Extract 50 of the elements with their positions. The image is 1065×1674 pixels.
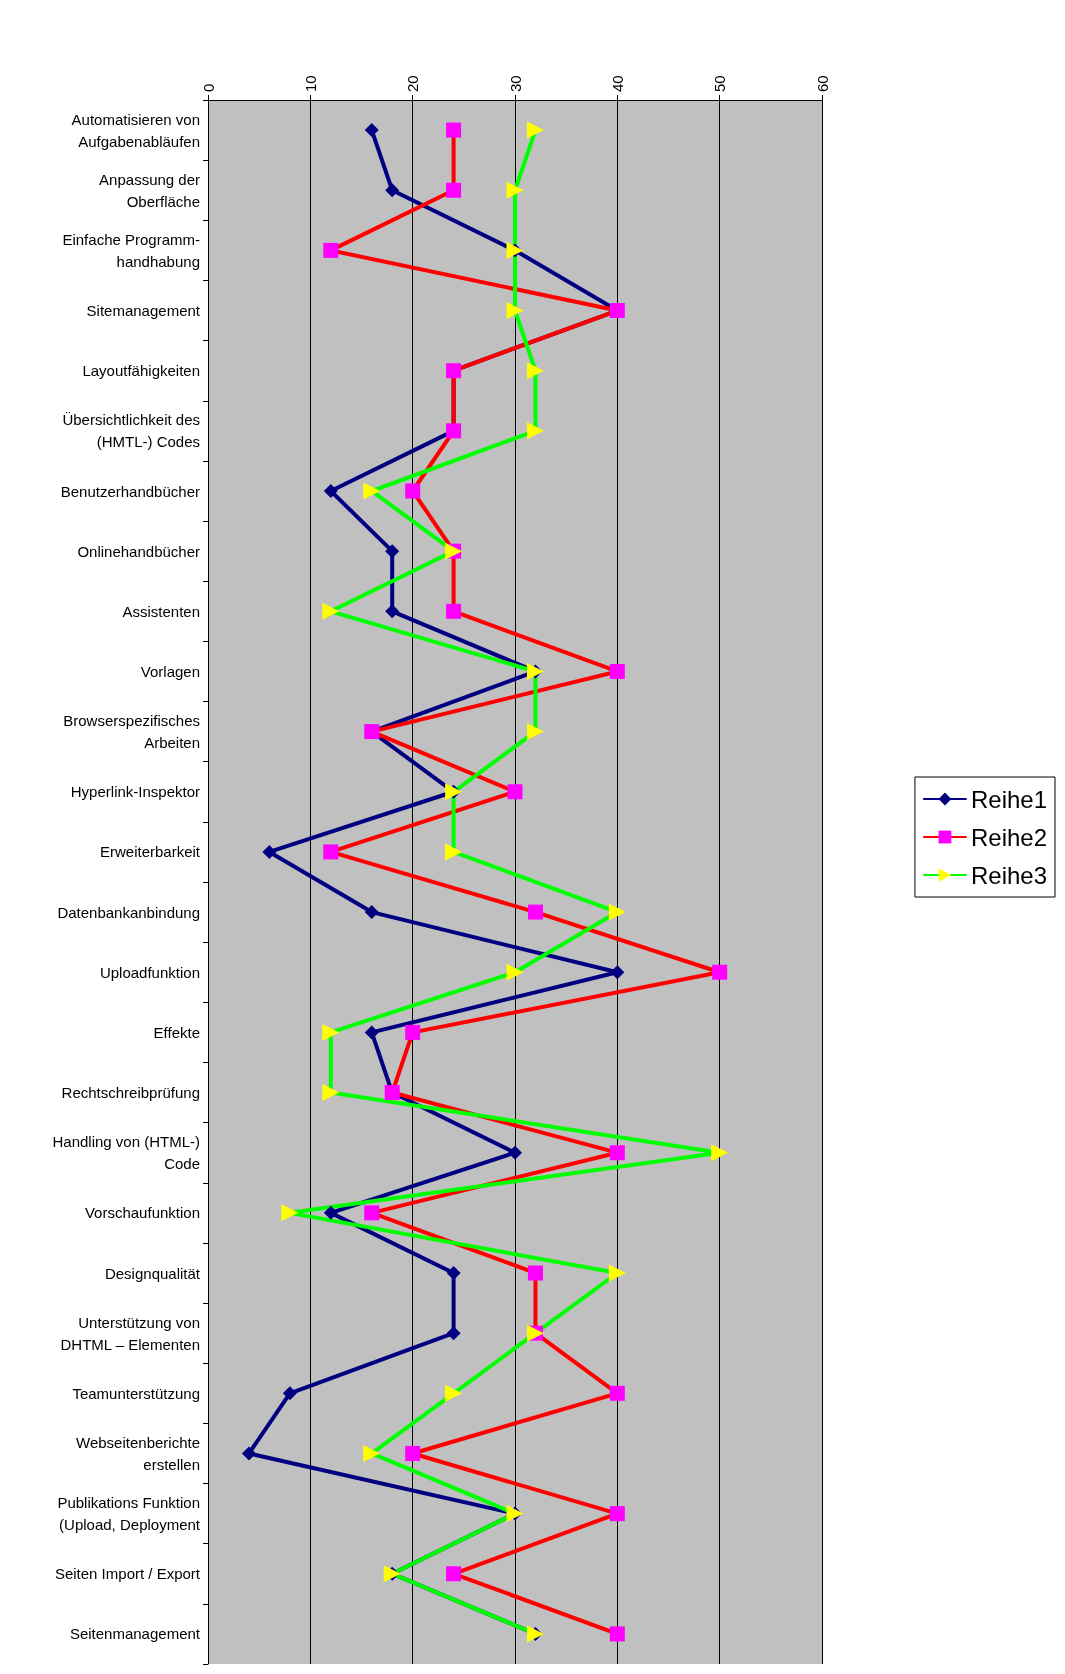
y-tick-label: Vorschaufunktion xyxy=(84,1204,200,1222)
x-tick-label: 40 xyxy=(608,75,626,92)
point xyxy=(262,844,277,859)
y-tick-label: Hyperlink-Inspektor xyxy=(70,783,200,801)
legend-label: Reihe3 xyxy=(970,861,1048,889)
x-tick-label: 10 xyxy=(301,75,319,92)
x-tick-label: 0 xyxy=(199,83,217,92)
x-tick-label: 30 xyxy=(506,75,524,92)
point xyxy=(364,1025,379,1040)
y-tick-label: Automatisieren von Aufgabenabläufen xyxy=(71,110,200,150)
y-tick-label: Uploadfunktion xyxy=(99,963,200,981)
y-tick-label: Erweiterbarkeit xyxy=(99,843,201,861)
point xyxy=(364,905,379,920)
y-tick-label: Seiten Import / Export xyxy=(54,1565,201,1583)
y-tick-label: Datenbankanbindung xyxy=(57,903,200,921)
y-tick-label: Benutzerhandbücher xyxy=(60,482,200,500)
y-tick-label: Einfache Programm- handhabung xyxy=(62,230,200,270)
point xyxy=(385,544,400,559)
point xyxy=(282,1386,297,1401)
x-tick-label: 50 xyxy=(711,75,729,92)
y-tick-label: Sitemanagement xyxy=(86,302,201,320)
legend-label: Reihe1 xyxy=(970,785,1048,813)
y-tick-label: Teamunterstützung xyxy=(72,1384,200,1402)
y-tick-label: Layoutfähigkeiten xyxy=(82,362,200,380)
legend-label: Reihe2 xyxy=(970,823,1048,851)
y-tick-label: Browserspezifisches Arbeiten xyxy=(63,712,200,752)
y-tick-label: Seitenmanagement xyxy=(69,1625,201,1643)
y-tick-label: Publikations Funktion (Upload, Deployment xyxy=(57,1494,201,1534)
point xyxy=(385,183,400,198)
point xyxy=(446,1326,461,1341)
point xyxy=(446,1266,461,1280)
point xyxy=(323,1205,338,1220)
point xyxy=(323,484,338,498)
y-tick-label: Unterstützung von DHTML – Elementen xyxy=(60,1313,200,1353)
y-tick-label: Handling von (HTML-) Code xyxy=(52,1133,200,1173)
point xyxy=(364,123,379,138)
y-tick-label: Effekte xyxy=(153,1023,200,1041)
point xyxy=(508,1145,522,1160)
y-tick-label: Assistenten xyxy=(122,602,200,620)
y-tick-label: Webseitenberichte erstellen xyxy=(76,1433,200,1473)
y-tick-label: Vorlagen xyxy=(140,662,200,680)
y-tick-label: Designqualität xyxy=(104,1264,201,1282)
point xyxy=(385,604,400,619)
x-tick-label: 20 xyxy=(404,75,422,92)
point xyxy=(241,1446,256,1461)
x-tick-label: 60 xyxy=(813,75,831,92)
y-tick-label: Onlinehandbücher xyxy=(77,542,200,560)
y-tick-label: Rechtschreibprüfung xyxy=(61,1084,200,1102)
y-tick-label: Anpassung der Oberfläche xyxy=(99,170,200,210)
y-tick-label: Übersichtlichkeit des (HMTL-) Codes xyxy=(62,411,200,451)
